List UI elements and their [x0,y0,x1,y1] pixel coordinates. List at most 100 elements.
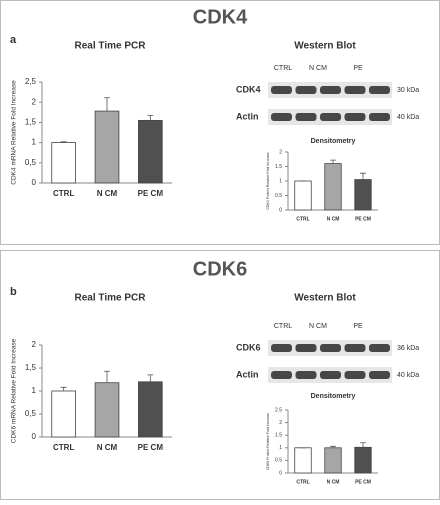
bar [294,447,312,474]
error-bar [147,115,154,121]
y-tick-label: 1,5 [25,363,37,372]
y-tick-label: 0 [279,470,282,476]
x-tick-label: PE CM [138,443,164,452]
blot-size-label: 40 kDa [397,114,419,121]
x-tick-label: N CM [327,479,340,485]
blot-band [320,371,341,379]
y-tick-label: 2,5 [25,77,37,86]
x-tick-label: N CM [97,443,118,452]
y-tick-label: 1.5 [275,164,282,170]
blot-size-label: 30 kDa [397,87,419,94]
lane-label: CTRL [274,323,292,330]
y-tick-label: 2.5 [275,407,282,413]
error-bar [104,370,110,383]
y-tick-label: 1 [32,386,37,395]
bar [354,446,372,474]
blot-row-label: CDK6 [236,342,261,352]
y-axis-label: CDK4 Protein Relative Fold Increase [266,152,270,209]
x-tick-label: CTRL [53,443,74,452]
bar [324,447,342,474]
bar [138,381,163,438]
blot-band [271,86,292,94]
y-axis-label: CDK6 mRNA Relative Fold Increase [11,338,18,443]
error-bar [60,141,67,143]
lane-label: PE [353,323,363,330]
blot-band [320,344,341,352]
error-bar [330,445,336,448]
blot-band [369,371,390,379]
error-bar [360,172,366,180]
y-tick-label: 2 [32,97,37,106]
bar [51,390,76,438]
blot-band [369,86,390,94]
y-tick-label: 2 [279,149,282,155]
error-bar [147,374,154,382]
y-tick-label: 0.5 [275,458,282,464]
y-axis-label: CDK4 mRNA Relative Fold Increase [11,80,18,185]
blot-size-label: 36 kDa [397,345,419,352]
panel-title: CDK4 [193,6,248,28]
bar [324,163,342,211]
bar [51,142,76,184]
y-tick-label: 1,5 [25,118,37,127]
blot-band [320,113,341,121]
bar [138,119,163,184]
x-tick-label: N CM [97,189,118,198]
lane-label: PE [353,65,363,72]
chart-title: Densitometry [311,393,356,400]
y-tick-label: 0 [279,207,282,213]
blot-band [344,344,366,352]
error-bar [360,442,366,448]
blot-band [271,371,292,379]
blot-band [344,113,366,121]
chart-title: Densitometry [311,138,356,145]
blot-band [295,86,317,94]
y-axis-label: CDK6 Protein Relative Fold Increase [266,413,270,470]
blot-band [271,113,292,121]
blot-band [344,86,366,94]
x-tick-label: CTRL [296,216,309,222]
lane-label: N CM [309,65,327,72]
y-tick-label: 1 [279,178,282,184]
blot-band [271,344,292,352]
y-tick-label: 0.5 [275,193,282,199]
error-bar [104,97,110,112]
y-tick-label: 1 [32,138,37,147]
x-tick-label: PE CM [355,479,371,485]
y-tick-label: 2 [32,340,37,349]
lane-label: N CM [309,323,327,330]
section-title: Real Time PCR [75,41,147,52]
x-tick-label: CTRL [53,189,74,198]
error-bar [60,386,67,391]
blot-band [344,371,366,379]
x-tick-label: PE CM [355,216,371,222]
blot-row-label: Actin [236,111,259,121]
x-tick-label: CTRL [296,479,309,485]
y-tick-label: 1 [279,445,282,451]
blot-band [295,113,317,121]
panel-label: a [10,34,17,46]
blot-band [295,371,317,379]
panel-title: CDK6 [193,258,247,280]
x-tick-label: N CM [327,216,340,222]
y-tick-label: 0,5 [25,158,37,167]
blot-band [369,344,390,352]
blot-band [320,86,341,94]
section-title: Western Blot [294,41,356,52]
x-tick-label: PE CM [138,189,164,198]
y-tick-label: 0 [32,178,37,187]
blot-row-label: CDK4 [236,84,261,94]
blot-band [369,113,390,121]
panel-label: b [10,286,17,298]
section-title: Real Time PCR [75,293,147,304]
y-tick-label: 1.5 [275,433,282,439]
y-tick-label: 0 [32,432,37,441]
section-title: Western Blot [294,293,356,304]
bar [94,382,120,438]
error-bar [330,159,336,164]
blot-band [295,344,317,352]
y-tick-label: 2 [279,420,282,426]
bar [294,180,312,211]
lane-label: CTRL [274,65,292,72]
